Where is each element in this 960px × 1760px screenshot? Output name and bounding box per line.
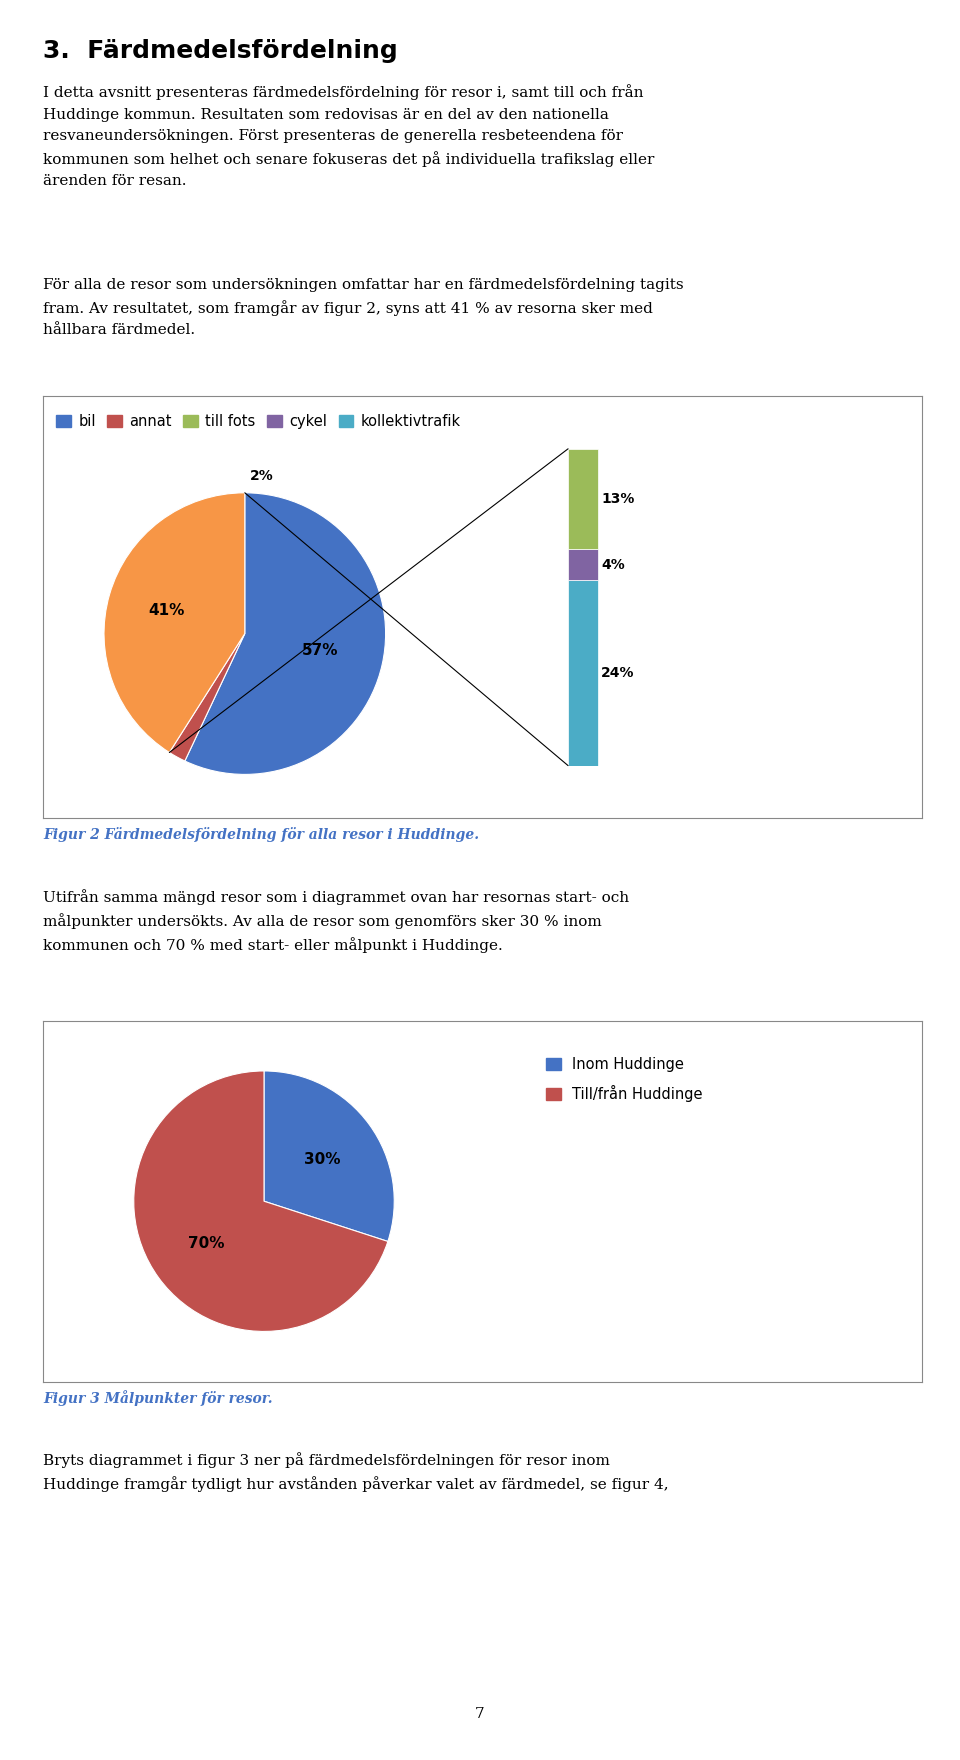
- Wedge shape: [264, 1070, 395, 1241]
- Text: 13%: 13%: [601, 493, 635, 507]
- Text: 24%: 24%: [601, 665, 635, 679]
- Text: 30%: 30%: [303, 1151, 340, 1167]
- Text: 57%: 57%: [302, 642, 339, 658]
- Text: Bryts diagrammet i figur 3 ner på färdmedelsfördelningen för resor inom
Huddinge: Bryts diagrammet i figur 3 ner på färdme…: [43, 1452, 669, 1492]
- Legend: bil, annat, till fots, cykel, kollektivtrafik: bil, annat, till fots, cykel, kollektivt…: [51, 408, 467, 435]
- Bar: [568, 581, 598, 766]
- Text: 41%: 41%: [148, 604, 184, 618]
- Text: 4%: 4%: [601, 558, 625, 572]
- Text: 70%: 70%: [188, 1236, 225, 1251]
- Text: Figur 3 Målpunkter för resor.: Figur 3 Målpunkter för resor.: [43, 1390, 273, 1406]
- Text: I detta avsnitt presenteras färdmedelsfördelning för resor i, samt till och från: I detta avsnitt presenteras färdmedelsfö…: [43, 84, 655, 188]
- Text: 3.  Färdmedelsfördelning: 3. Färdmedelsfördelning: [43, 39, 398, 63]
- Text: Utifrån samma mängd resor som i diagrammet ovan har resornas start- och
målpunkt: Utifrån samma mängd resor som i diagramm…: [43, 889, 630, 954]
- Text: 2%: 2%: [250, 468, 274, 482]
- Bar: [568, 449, 598, 549]
- Legend: Inom Huddinge, Till/från Huddinge: Inom Huddinge, Till/från Huddinge: [540, 1051, 708, 1109]
- Text: 7: 7: [475, 1707, 485, 1721]
- Wedge shape: [169, 634, 245, 760]
- Bar: [568, 549, 598, 581]
- Wedge shape: [185, 493, 386, 774]
- Text: Figur 2 Färdmedelsfördelning för alla resor i Huddinge.: Figur 2 Färdmedelsfördelning för alla re…: [43, 827, 479, 843]
- Wedge shape: [104, 493, 245, 753]
- Text: För alla de resor som undersökningen omfattar har en färdmedelsfördelning tagits: För alla de resor som undersökningen omf…: [43, 278, 684, 338]
- Wedge shape: [133, 1070, 388, 1331]
